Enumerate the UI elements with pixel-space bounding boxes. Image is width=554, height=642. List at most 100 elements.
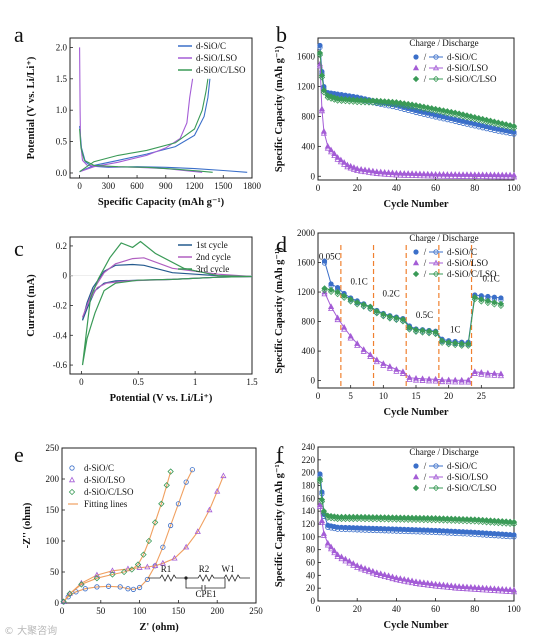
discharge-point xyxy=(377,572,384,578)
discharge-point xyxy=(467,585,474,592)
legend: Charge / Discharge / d-SiO/C / d-SiO/LSO / d-S… xyxy=(409,447,497,493)
discharge-point xyxy=(354,564,361,570)
charge-point xyxy=(479,115,486,123)
legend-marker-discharge xyxy=(433,54,439,60)
circuit-cpe xyxy=(185,578,226,591)
discharge-point xyxy=(318,74,326,81)
legend-title: Charge / Discharge xyxy=(409,38,478,48)
discharge-point xyxy=(347,298,354,305)
x-tick-label: 900 xyxy=(159,181,173,191)
charge-point xyxy=(455,110,463,117)
discharge-point xyxy=(393,576,400,583)
y-tick-label: 0.5 xyxy=(56,137,68,147)
y-tick-label: 180 xyxy=(302,481,316,491)
fitting-line xyxy=(63,471,172,603)
y-tick-label: 160 xyxy=(302,493,316,503)
data-point xyxy=(144,563,151,570)
panel-e: e 0 50 100 150 200 250 0 50 100 150 200 250 Z' (ohm) -… xyxy=(14,442,263,633)
charge-point xyxy=(320,87,328,94)
charge-point xyxy=(495,517,502,525)
y-tick-label: 50 xyxy=(50,567,60,577)
discharge-point xyxy=(354,301,361,308)
x-tick-label: 1800 xyxy=(243,181,262,191)
discharge-point xyxy=(452,517,459,525)
discharge-point xyxy=(405,172,412,178)
legend: d-SiO/C d-SiO/LSO d-SiO/C/LSO Fitting lines xyxy=(68,463,134,509)
y-tick-label: 120 xyxy=(302,519,316,529)
legend-marker xyxy=(68,488,76,496)
data-point xyxy=(78,581,85,588)
y-tick-label: 1600 xyxy=(297,52,316,62)
discharge-point xyxy=(425,377,433,384)
discharge-point xyxy=(389,575,396,582)
discharge-point xyxy=(320,510,328,517)
discharge-point xyxy=(321,287,328,294)
charge-point xyxy=(478,296,485,303)
legend-marker-discharge xyxy=(433,249,439,255)
discharge-point xyxy=(397,171,404,178)
y-tick-label: -0.2 xyxy=(53,301,67,311)
legend-slash: / xyxy=(424,247,427,257)
discharge-point xyxy=(360,303,367,310)
discharge-point xyxy=(448,584,455,591)
charge-point xyxy=(408,101,416,108)
y-tick-label: -0.6 xyxy=(53,360,68,370)
discharge-point xyxy=(405,578,412,585)
discharge-point xyxy=(373,571,380,577)
discharge-point xyxy=(503,588,510,594)
y-tick-label: 1200 xyxy=(297,82,316,92)
discharge-point xyxy=(365,169,373,175)
y-tick-label: 2000 xyxy=(297,228,316,238)
legend-label: d-SiO/C/LSO xyxy=(196,65,246,75)
legend-label: Fitting lines xyxy=(84,499,128,509)
discharge-point xyxy=(401,578,408,584)
charge-point xyxy=(463,516,471,523)
discharge-point xyxy=(320,89,328,96)
legend-label: d-SiO/C/LSO xyxy=(447,269,497,279)
discharge-point xyxy=(419,329,426,336)
data-point xyxy=(206,506,213,513)
data-point xyxy=(151,519,159,526)
y-tick-label: 250 xyxy=(46,443,60,453)
x-tick-label: 100 xyxy=(133,606,147,616)
legend-label: d-SiO/LSO xyxy=(447,63,489,73)
discharge-point xyxy=(487,587,494,593)
x-tick-label: 150 xyxy=(172,606,186,616)
discharge-point xyxy=(412,580,420,586)
panel-d: d 0 5 10 15 20 25 0 400 800 1200 1600 2000 Cycle Numb… xyxy=(274,228,515,418)
discharge-point xyxy=(432,330,439,338)
discharge-point xyxy=(386,315,394,322)
discharge-point xyxy=(365,568,373,575)
discharge-point xyxy=(360,348,367,354)
y-tick-label: 0 xyxy=(63,271,68,281)
data-point xyxy=(183,479,189,485)
charge-point xyxy=(448,108,455,116)
discharge-point xyxy=(318,519,325,525)
y-tick-label: 40 xyxy=(306,570,316,580)
charge-point xyxy=(440,107,447,114)
axes-frame xyxy=(61,447,257,604)
legend-slash: / xyxy=(424,269,427,279)
charge-point xyxy=(367,303,374,310)
legend-slash: / xyxy=(424,461,427,471)
discharge-point xyxy=(347,334,354,341)
charge-point xyxy=(475,516,482,523)
charge-point xyxy=(452,109,459,116)
discharge-point xyxy=(338,555,345,562)
data-point xyxy=(60,598,67,604)
x-tick-label: 0 xyxy=(316,183,321,193)
data-point xyxy=(189,467,195,473)
charge-point xyxy=(510,518,518,526)
charge-point xyxy=(316,49,324,57)
series-d-SiO/LSO xyxy=(321,288,505,385)
discharge-point xyxy=(342,557,349,564)
y-tick-label: 800 xyxy=(302,317,316,327)
discharge-point xyxy=(420,172,427,179)
legend-marker-discharge xyxy=(432,75,440,83)
y-tick-label: 1.5 xyxy=(56,74,68,84)
discharge-point xyxy=(334,553,341,559)
discharge-point xyxy=(483,586,490,593)
panel-label-e: e xyxy=(14,442,24,467)
x-tick-label: 1.5 xyxy=(246,377,258,387)
charge-point xyxy=(491,517,498,524)
